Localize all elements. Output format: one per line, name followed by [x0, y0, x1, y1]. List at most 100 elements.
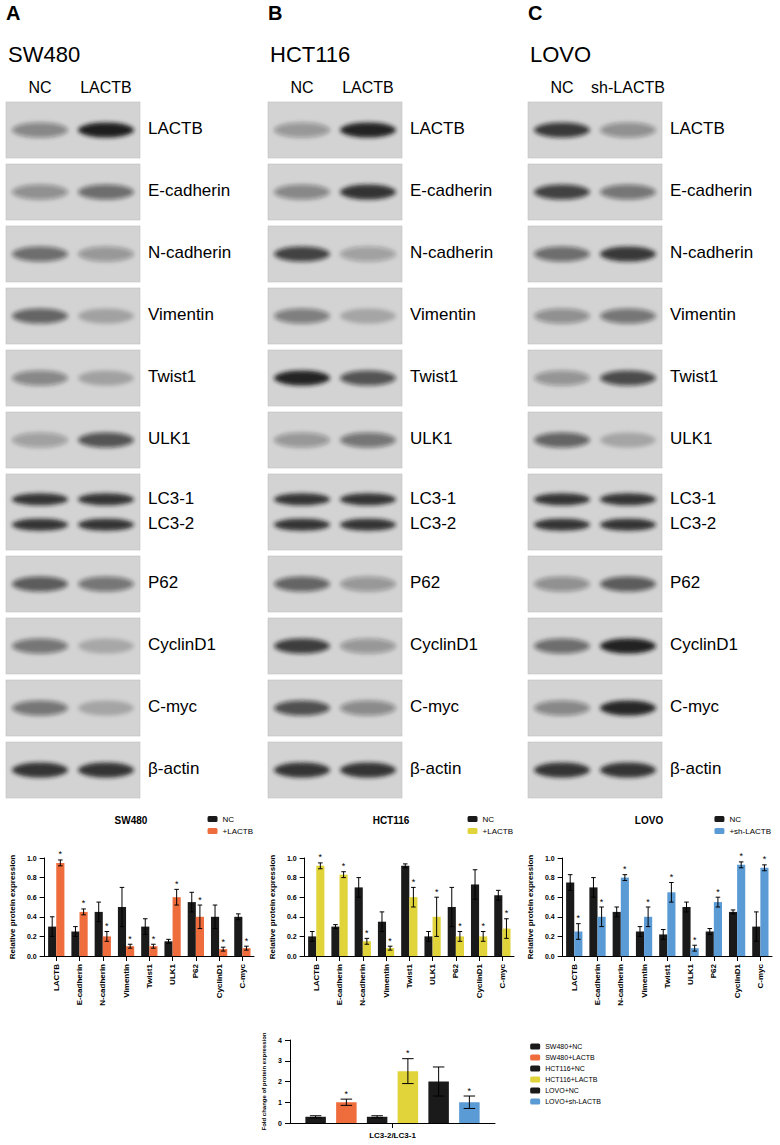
svg-text:β-actin: β-actin — [670, 759, 721, 778]
svg-text:*: * — [198, 895, 202, 905]
svg-text:0.0: 0.0 — [545, 953, 555, 960]
svg-text:*: * — [763, 854, 767, 864]
svg-text:N-cadherin: N-cadherin — [98, 964, 107, 1006]
svg-text:SW480: SW480 — [8, 42, 80, 67]
svg-text:SW480: SW480 — [115, 815, 148, 826]
svg-text:0.8: 0.8 — [287, 874, 297, 881]
svg-text:*: * — [458, 921, 462, 931]
svg-text:P62: P62 — [709, 963, 718, 978]
svg-text:*: * — [365, 928, 369, 938]
svg-text:0.2: 0.2 — [27, 933, 37, 940]
svg-text:LACTB: LACTB — [148, 119, 203, 138]
svg-text:*: * — [342, 861, 346, 871]
svg-text:CyclinD1: CyclinD1 — [410, 635, 478, 654]
svg-text:β-actin: β-actin — [148, 759, 199, 778]
svg-text:Relative protein expression: Relative protein expression — [268, 855, 277, 960]
svg-text:P62: P62 — [191, 963, 200, 978]
svg-text:Twist1: Twist1 — [663, 963, 672, 988]
svg-text:Fold change of protein express: Fold change of protein expression — [261, 1032, 267, 1130]
svg-text:CyclinD1: CyclinD1 — [148, 635, 216, 654]
svg-text:Vimentin: Vimentin — [122, 964, 131, 998]
svg-text:3: 3 — [278, 1057, 282, 1064]
svg-text:1.0: 1.0 — [287, 855, 297, 862]
svg-text:0: 0 — [278, 1120, 282, 1127]
svg-text:*: * — [435, 887, 439, 897]
svg-text:0.6: 0.6 — [545, 894, 555, 901]
svg-text:LC3-2: LC3-2 — [410, 514, 456, 533]
svg-text:Twist1: Twist1 — [410, 367, 458, 386]
svg-text:*: * — [105, 921, 109, 931]
svg-text:0.6: 0.6 — [287, 894, 297, 901]
svg-text:LC3-1: LC3-1 — [670, 489, 716, 508]
svg-text:LACTB: LACTB — [80, 79, 132, 96]
svg-text:*: * — [481, 921, 485, 931]
svg-text:Twist1: Twist1 — [148, 367, 196, 386]
svg-text:ULK1: ULK1 — [686, 963, 695, 984]
svg-text:*: * — [600, 897, 604, 907]
svg-text:ULK1: ULK1 — [410, 429, 453, 448]
svg-text:*: * — [388, 936, 392, 946]
svg-text:E-cadherin: E-cadherin — [148, 181, 230, 200]
svg-text:HCT116: HCT116 — [270, 42, 350, 67]
svg-text:*: * — [670, 872, 674, 882]
svg-text:LACTB: LACTB — [410, 119, 465, 138]
svg-text:NC: NC — [290, 79, 313, 96]
svg-text:1.0: 1.0 — [27, 855, 37, 862]
svg-text:ULK1: ULK1 — [670, 429, 713, 448]
svg-text:*: * — [468, 1086, 472, 1096]
svg-text:*: * — [693, 935, 697, 945]
svg-text:B: B — [268, 2, 282, 24]
svg-text:ULK1: ULK1 — [168, 963, 177, 984]
svg-text:P62: P62 — [410, 573, 440, 592]
svg-text:NC: NC — [223, 815, 235, 824]
svg-text:Vimentin: Vimentin — [640, 964, 649, 998]
svg-text:+sh-LACTB: +sh-LACTB — [729, 827, 771, 836]
svg-text:0.0: 0.0 — [287, 953, 297, 960]
svg-text:HCT116+LACTB: HCT116+LACTB — [545, 1076, 598, 1083]
svg-text:1: 1 — [278, 1099, 282, 1106]
svg-text:0.8: 0.8 — [27, 874, 37, 881]
svg-text:+LACTB: +LACTB — [223, 827, 253, 836]
svg-text:C-myc: C-myc — [756, 963, 765, 988]
svg-text:*: * — [345, 1089, 349, 1099]
svg-text:+LACTB: +LACTB — [483, 827, 513, 836]
svg-text:LC3-1: LC3-1 — [148, 489, 194, 508]
svg-text:LC3-2/LC3-1: LC3-2/LC3-1 — [369, 1131, 416, 1140]
svg-text:0.0: 0.0 — [27, 953, 37, 960]
svg-text:CyclinD1: CyclinD1 — [733, 963, 742, 998]
svg-text:Twist1: Twist1 — [670, 367, 718, 386]
svg-text:LACTB: LACTB — [52, 964, 61, 991]
svg-text:*: * — [412, 877, 416, 887]
svg-text:NC: NC — [550, 79, 573, 96]
svg-text:P62: P62 — [148, 573, 178, 592]
svg-text:HCT116+NC: HCT116+NC — [545, 1065, 585, 1072]
svg-text:*: * — [319, 852, 323, 862]
svg-text:LOVO+NC: LOVO+NC — [545, 1087, 579, 1094]
svg-text:Vimentin: Vimentin — [382, 964, 391, 998]
svg-text:LC3-1: LC3-1 — [410, 489, 456, 508]
svg-text:LACTB: LACTB — [570, 964, 579, 991]
svg-text:*: * — [623, 864, 627, 874]
svg-text:CyclinD1: CyclinD1 — [475, 963, 484, 998]
svg-text:*: * — [646, 897, 650, 907]
svg-text:sh-LACTB: sh-LACTB — [591, 79, 665, 96]
svg-text:0.2: 0.2 — [287, 933, 297, 940]
svg-text:HCT116: HCT116 — [373, 815, 410, 826]
svg-text:4: 4 — [278, 1037, 282, 1044]
svg-text:E-cadherin: E-cadherin — [593, 964, 602, 1005]
svg-text:C-myc: C-myc — [670, 697, 720, 716]
svg-text:C-myc: C-myc — [238, 963, 247, 988]
svg-text:*: * — [59, 849, 63, 859]
svg-text:*: * — [505, 908, 509, 918]
svg-text:LC3-2: LC3-2 — [670, 514, 716, 533]
svg-text:N-cadherin: N-cadherin — [670, 243, 753, 262]
svg-text:E-cadherin: E-cadherin — [410, 181, 492, 200]
svg-text:NC: NC — [483, 815, 495, 824]
svg-text:Twist1: Twist1 — [405, 963, 414, 988]
svg-text:*: * — [739, 851, 743, 861]
svg-text:0.6: 0.6 — [27, 894, 37, 901]
svg-text:LOVO: LOVO — [530, 42, 591, 67]
svg-text:*: * — [175, 879, 179, 889]
svg-text:0.2: 0.2 — [545, 933, 555, 940]
svg-text:LC3-2: LC3-2 — [148, 514, 194, 533]
